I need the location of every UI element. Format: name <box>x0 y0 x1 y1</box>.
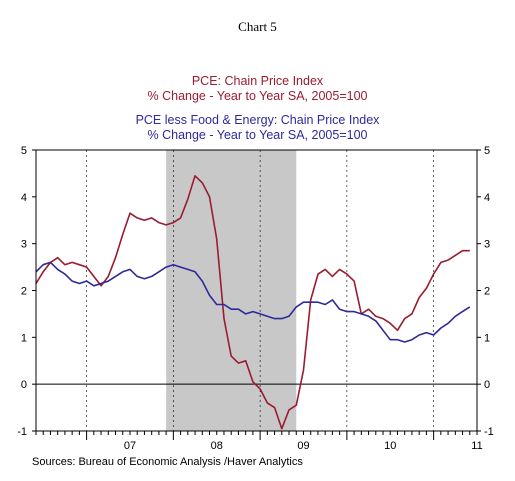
legend-pce-subtitle: % Change - Year to Year SA, 2005=100 <box>147 89 368 103</box>
chart-number: Chart 5 <box>238 19 277 34</box>
series-line-core <box>35 261 471 343</box>
y-tick-label-right: 2 <box>484 286 490 298</box>
y-tick-label-left: 5 <box>21 145 27 157</box>
y-tick-label-left: -1 <box>17 426 27 438</box>
x-tick-label: 10 <box>384 440 396 452</box>
y-tick-label-right: 4 <box>484 192 490 204</box>
y-tick-label-left: 4 <box>21 192 27 204</box>
y-tick-label-left: 3 <box>21 239 27 251</box>
y-tick-label-right: 1 <box>484 332 490 344</box>
x-tick-label: 07 <box>124 440 136 452</box>
legend-core-subtitle: % Change - Year to Year SA, 2005=100 <box>147 128 368 142</box>
legend-pce-title: PCE: Chain Price Index <box>191 74 324 88</box>
y-tick-label-right: 0 <box>484 379 490 391</box>
series-line-pce <box>35 175 470 430</box>
x-tick-label: 09 <box>297 440 309 452</box>
y-tick-label-left: 2 <box>21 286 27 298</box>
y-tick-label-right: 3 <box>484 239 490 251</box>
y-tick-label-left: 0 <box>21 379 27 391</box>
x-tick-label: 08 <box>211 440 223 452</box>
y-tick-label-right: 5 <box>484 145 490 157</box>
recession-band <box>166 150 297 431</box>
y-tick-label-left: 1 <box>21 332 27 344</box>
y-tick-label-right: -1 <box>484 426 494 438</box>
source-note: Sources: Bureau of Economic Analysis /Ha… <box>32 456 303 468</box>
x-tick-label: 11 <box>471 440 482 452</box>
legend-core-title: PCE less Food & Energy: Chain Price Inde… <box>135 113 380 127</box>
